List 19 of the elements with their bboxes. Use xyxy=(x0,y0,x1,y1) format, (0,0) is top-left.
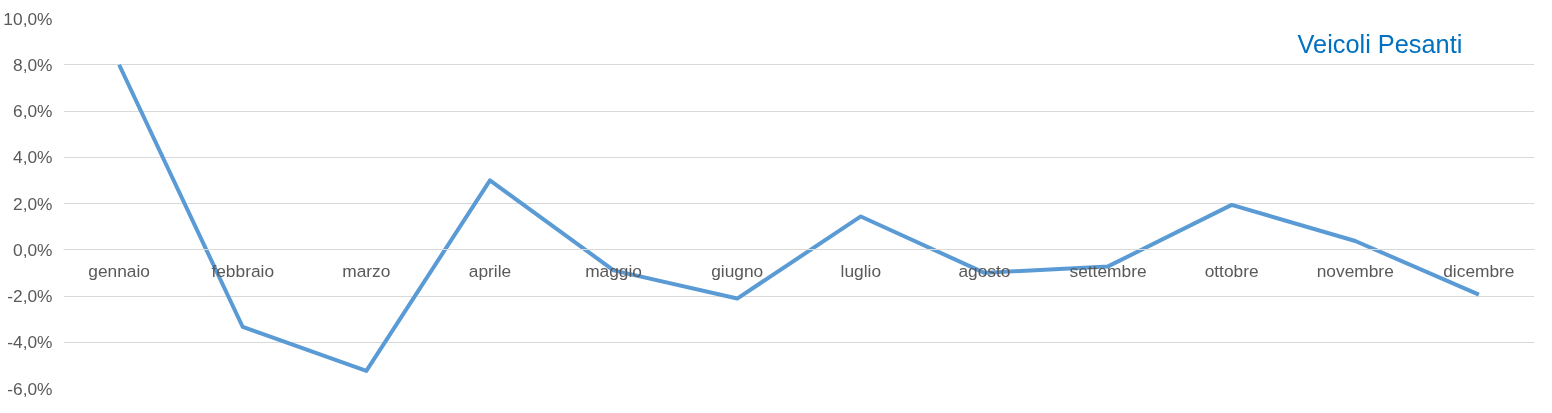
y-tick-label: -4,0% xyxy=(7,332,53,353)
y-tick-label: 2,0% xyxy=(13,193,53,214)
x-tick-label: dicembre xyxy=(1443,260,1515,281)
x-tick-label: aprile xyxy=(468,260,512,281)
x-tick-label: luglio xyxy=(840,260,882,281)
y-tick-label: 0,0% xyxy=(13,239,53,260)
x-tick-label: settembre xyxy=(1069,260,1147,281)
x-tick-label: marzo xyxy=(342,260,391,281)
y-tick-label: -6,0% xyxy=(7,378,53,399)
y-tick-label: 4,0% xyxy=(13,147,53,168)
y-tick-label: 10,0% xyxy=(3,8,53,29)
x-tick-label: novembre xyxy=(1316,260,1394,281)
y-tick-label: 8,0% xyxy=(13,54,53,75)
text: Veicoli Pesanti xyxy=(1297,30,1463,59)
y-tick-label: 6,0% xyxy=(13,101,53,121)
x-tick-label: gennaio xyxy=(88,260,150,281)
x-tick-label: ottobre xyxy=(1204,260,1259,281)
x-tick-label: giugno xyxy=(711,260,764,281)
y-tick-label: -2,0% xyxy=(7,286,53,306)
